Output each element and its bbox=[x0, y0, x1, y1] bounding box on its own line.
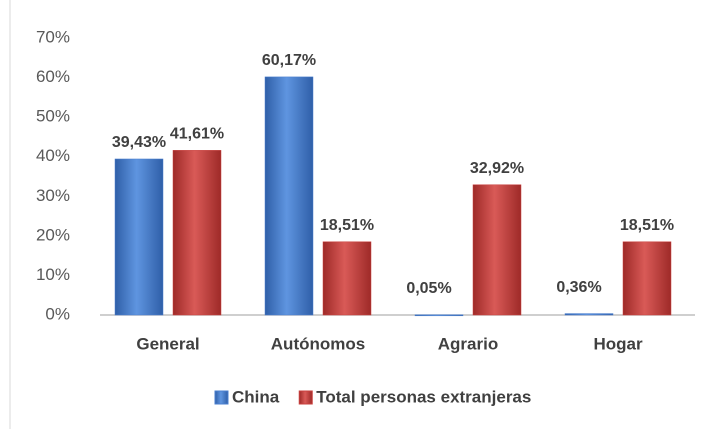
bar bbox=[564, 313, 614, 316]
bar bbox=[322, 241, 372, 316]
legend-label: China bbox=[232, 387, 280, 406]
y-tick-label: 0% bbox=[45, 304, 70, 323]
x-tick-label: Agrario bbox=[438, 334, 498, 353]
x-tick-label: Hogar bbox=[593, 334, 643, 353]
value-label: 0,05% bbox=[406, 280, 451, 297]
value-label: 32,92% bbox=[470, 160, 524, 177]
value-label: 18,51% bbox=[320, 217, 374, 234]
legend-swatch bbox=[214, 390, 229, 405]
y-tick-label: 60% bbox=[36, 67, 70, 86]
value-label: 39,43% bbox=[112, 134, 166, 151]
legend-label: Total personas extranjeras bbox=[316, 387, 531, 406]
bar bbox=[472, 184, 522, 316]
y-tick-label: 50% bbox=[36, 107, 70, 126]
value-label: 0,36% bbox=[556, 279, 601, 296]
y-tick-label: 20% bbox=[36, 225, 70, 244]
y-tick-label: 10% bbox=[36, 265, 70, 284]
bar bbox=[622, 241, 672, 316]
y-tick-label: 30% bbox=[36, 186, 70, 205]
x-tick-label: General bbox=[136, 334, 199, 353]
bar bbox=[172, 150, 222, 316]
x-tick-label: Autónomos bbox=[271, 334, 365, 353]
legend-swatch bbox=[298, 390, 313, 405]
value-label: 41,61% bbox=[170, 126, 224, 143]
bar bbox=[414, 314, 464, 317]
bar bbox=[264, 76, 314, 316]
y-tick-label: 40% bbox=[36, 146, 70, 165]
y-tick-label: 70% bbox=[36, 27, 70, 46]
value-label: 18,51% bbox=[620, 217, 674, 234]
bar bbox=[114, 158, 164, 316]
value-label: 60,17% bbox=[262, 52, 316, 69]
